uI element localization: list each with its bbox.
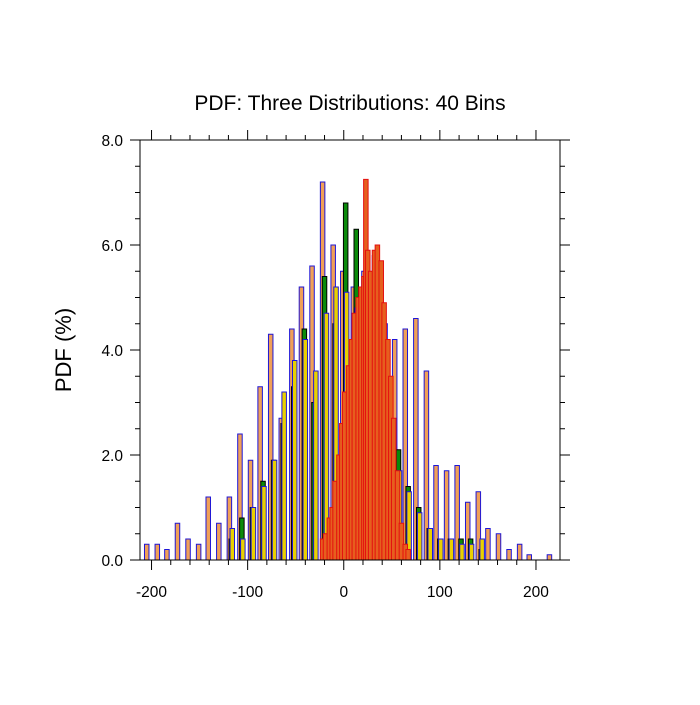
y-tick-label: 0.0 [101,553,123,570]
bar-s0-3 [174,522,181,561]
bar-s0-6 [205,496,211,561]
bar-s2-21 [448,538,455,561]
bar-s2-7 [302,339,309,561]
bars-layer [143,178,553,561]
bar-s2-3 [261,486,267,561]
x-tick-label: 0 [339,584,348,601]
bar-s2-22 [459,543,465,561]
ticks-layer: -200 -100 0 100 200 0.0 2.0 4.0 6.0 8.0 [101,130,570,601]
bar-s2-1 [240,538,246,561]
x-tick-label: 100 [427,584,453,601]
x-tick-label: -200 [136,584,167,601]
bar-s0-4 [185,538,191,561]
chart-title: PDF: Three Distributions: 40 Bins [194,92,505,115]
bar-s0-38 [546,554,553,561]
x-tick-label: 200 [523,584,549,601]
bar-s0-7 [216,522,222,561]
bar-s0-33 [485,528,491,561]
y-tick-label: 8.0 [101,133,123,150]
bar-s2-5 [281,391,287,561]
y-tick-label: 2.0 [101,448,123,465]
bar-s2-18 [416,512,423,561]
bar-s0-5 [195,543,202,561]
bar-s0-35 [506,549,512,561]
bar-s0-0 [143,543,150,561]
y-tick-label: 6.0 [101,238,123,255]
bar-s2-19 [427,528,433,561]
bar-s0-1 [154,543,161,561]
bar-s3-27 [405,549,411,561]
bar-s2-20 [438,538,444,561]
bar-s0-36 [516,543,523,561]
bar-s2-8 [313,370,319,561]
x-tick-label: -100 [232,584,263,601]
bar-s2-24 [479,538,485,561]
bar-s0-37 [526,554,532,561]
bar-s2-4 [271,459,278,561]
bar-s0-34 [495,533,502,561]
y-tick-label: 4.0 [101,343,123,360]
bar-s0-2 [164,549,170,561]
bar-s2-23 [468,543,475,561]
bar-s2-6 [291,360,298,561]
bar-s2-0 [229,528,236,561]
bar-s2-2 [250,507,257,561]
y-axis-label: PDF (%) [51,308,76,392]
